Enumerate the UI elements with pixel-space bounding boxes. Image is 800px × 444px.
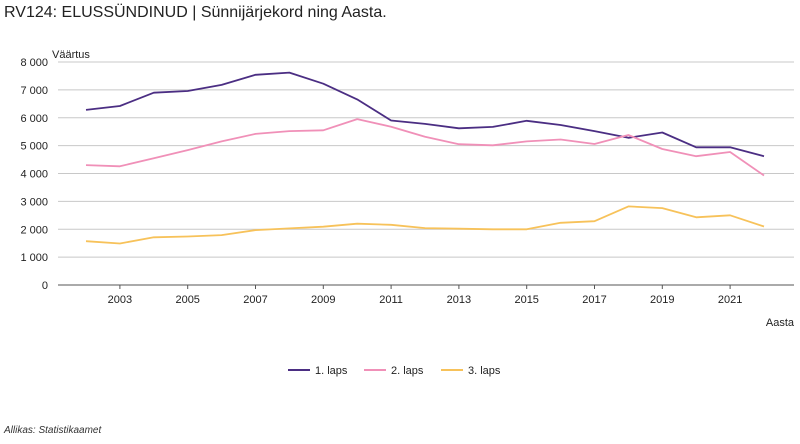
- x-tick-label: 2021: [718, 294, 742, 306]
- y-axis-ticks: 0 1 000 2 000 3 000 4 000 5 000 6 000 7 000 8 00…: [20, 57, 48, 292]
- x-axis-ticks: 2003 2005 2007 2009 2011 2013 2015 2017 2019 2021: [108, 285, 742, 306]
- grid-lines: [58, 61, 794, 286]
- x-tick-label: 2009: [311, 294, 335, 306]
- series-line-2-laps: [85, 118, 765, 177]
- chart-title: RV124: ELUSSÜNDINUD | Sünnijärjekord nin…: [4, 4, 387, 21]
- y-tick-label: 1 000: [20, 252, 48, 264]
- y-tick-label: 0: [42, 280, 48, 292]
- x-tick-label: 2013: [447, 294, 471, 306]
- legend-label: 1. laps: [315, 365, 348, 377]
- x-tick-label: 2017: [582, 294, 606, 306]
- y-tick-label: 3 000: [20, 196, 48, 208]
- legend-label: 3. laps: [468, 365, 501, 377]
- x-tick-label: 2015: [514, 294, 538, 306]
- series-lines: [85, 71, 765, 245]
- series-line-1-laps: [85, 71, 765, 158]
- series-line-3-laps: [85, 205, 765, 245]
- x-tick-label: 2011: [379, 294, 403, 306]
- x-tick-label: 2007: [243, 294, 267, 306]
- legend: 1. laps 2. laps 3. laps: [288, 365, 501, 377]
- x-tick-label: 2003: [108, 294, 132, 306]
- y-tick-label: 4 000: [20, 169, 48, 181]
- line-chart: 0 1 000 2 000 3 000 4 000 5 000 6 000 7 000 8 00…: [20, 49, 795, 377]
- x-axis-label: Aasta: [766, 317, 795, 329]
- y-tick-label: 6 000: [20, 113, 48, 125]
- x-tick-label: 2019: [650, 294, 674, 306]
- x-tick-label: 2005: [175, 294, 199, 306]
- y-tick-label: 8 000: [20, 57, 48, 69]
- legend-label: 2. laps: [391, 365, 424, 377]
- y-tick-label: 2 000: [20, 224, 48, 236]
- y-tick-label: 7 000: [20, 85, 48, 97]
- source-note: Allikas: Statistikaamet: [4, 425, 102, 436]
- y-tick-label: 5 000: [20, 141, 48, 153]
- y-axis-label: Väärtus: [52, 49, 90, 61]
